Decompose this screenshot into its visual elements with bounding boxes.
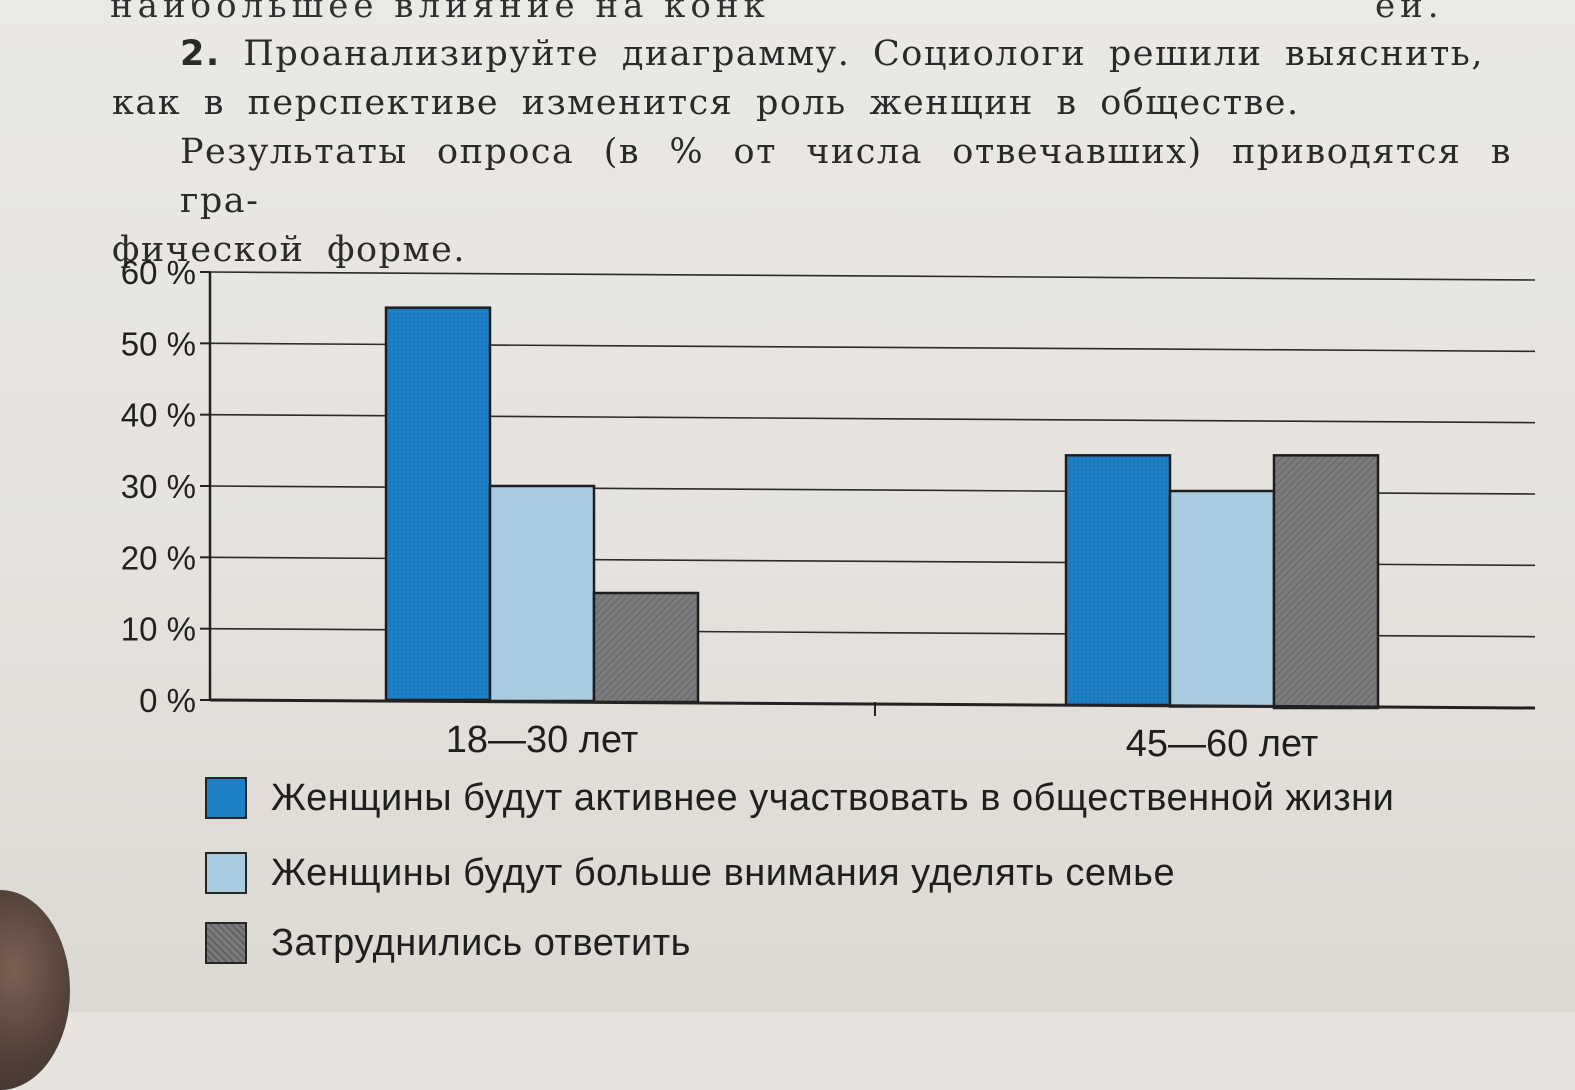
axis-labels: 0 % 10 % 20 % 30 % 40 % 50 % 60 % 18—30 лет 45—6… xyxy=(121,254,1318,765)
y-tick-label: 40 % xyxy=(121,397,196,434)
previous-text-right: ей. xyxy=(1375,0,1444,26)
bar-chart: 0 % 10 % 20 % 30 % 40 % 50 % 60 % 18—30 лет 45—6… xyxy=(121,254,1536,765)
legend-item-family: Женщины будут больше внимания уделять се… xyxy=(205,848,1175,898)
y-tick-label: 60 % xyxy=(121,254,196,291)
legend-swatch-family xyxy=(205,852,247,894)
task-line-1-text: Проанализируйте диаграмму. Социологи реш… xyxy=(243,34,1484,74)
bar-chart-svg: 0 % 10 % 20 % 30 % 40 % 50 % 60 % 18—30 лет 45—6… xyxy=(121,254,1536,765)
previous-text-left: наибольшее влияние на конк xyxy=(110,0,770,26)
bars xyxy=(384,306,1380,710)
bar-family-45-60 xyxy=(1168,489,1276,708)
task-number: 2. xyxy=(180,34,221,74)
legend-item-undecided: Затруднились ответить xyxy=(205,918,691,968)
bar-active-45-60 xyxy=(1064,454,1172,707)
bar-undecided-18-30 xyxy=(592,591,700,704)
y-tick-label: 50 % xyxy=(121,325,196,362)
x-tick-label: 18—30 лет xyxy=(446,719,639,761)
legend-swatch-undecided xyxy=(205,922,247,964)
y-tick-label: 0 % xyxy=(139,682,196,719)
task-line-3: Результаты опроса (в % от числа отвечавш… xyxy=(180,132,1512,221)
legend-label-undecided: Затруднились ответить xyxy=(271,921,691,964)
legend-label-family: Женщины будут больше внимания уделять се… xyxy=(271,851,1176,894)
y-tick-label: 30 % xyxy=(121,468,196,505)
bar-undecided-45-60 xyxy=(1272,454,1380,710)
x-axis xyxy=(209,698,1536,710)
bar-family-18-30 xyxy=(488,484,596,703)
previous-text-line: наибольшее влияние на конк ей. xyxy=(110,0,1530,26)
task-line-2: как в перспективе изменится роль женщин … xyxy=(112,83,1300,123)
legend-label-active: Женщины будут активнее участвовать в общ… xyxy=(271,776,1395,819)
grid-line xyxy=(209,271,1536,281)
y-tick-label: 10 % xyxy=(121,611,196,648)
task-text: 2. Проанализируйте диаграмму. Социологи … xyxy=(112,30,1512,275)
axes xyxy=(200,271,1536,716)
y-tick-label: 20 % xyxy=(121,539,196,576)
bar-active-18-30 xyxy=(384,306,492,702)
task-line-4: фической форме. xyxy=(112,230,467,270)
legend-swatch-active xyxy=(205,777,247,819)
x-tick-label: 45—60 лет xyxy=(1126,723,1319,765)
legend-item-active: Женщины будут активнее участвовать в общ… xyxy=(205,773,1394,823)
task-line-1: 2. Проанализируйте диаграмму. Социологи … xyxy=(112,30,1512,79)
